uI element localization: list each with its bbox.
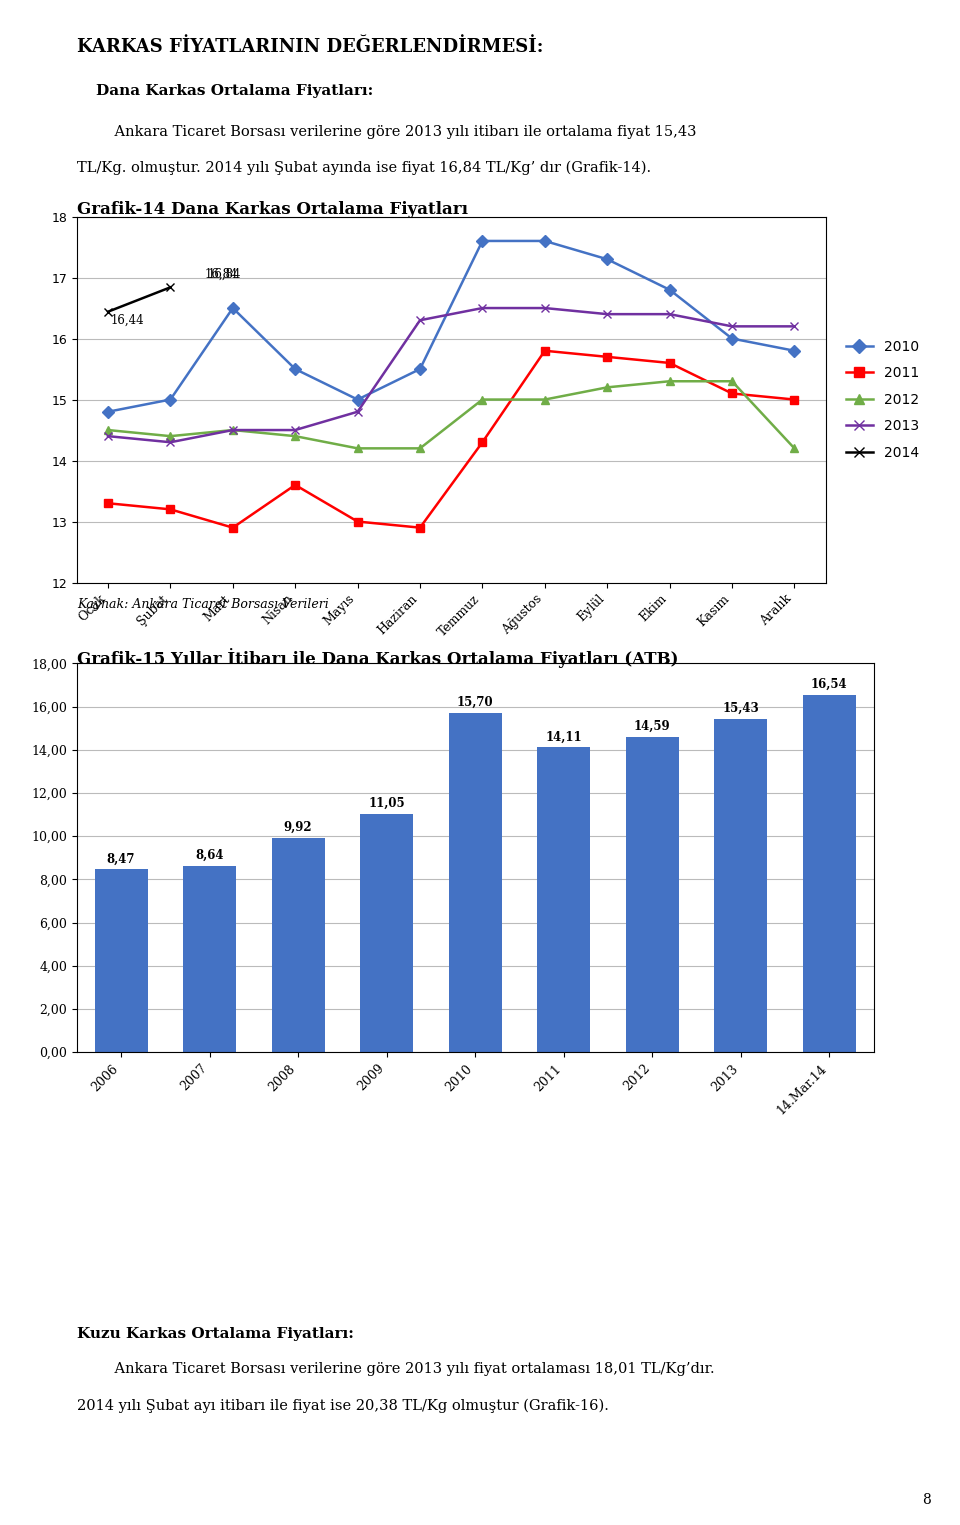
2012: [664, 372, 676, 390]
Text: 15,70: 15,70: [457, 697, 493, 709]
2011: [165, 500, 177, 519]
Text: 14,59: 14,59: [634, 720, 671, 734]
2010: [540, 232, 551, 250]
Bar: [94, 869, 148, 1052]
2012: [789, 439, 801, 458]
2012: [415, 439, 426, 458]
Text: 8,64: 8,64: [195, 849, 224, 862]
2010: [415, 360, 426, 378]
2013: [664, 305, 676, 323]
2014: [165, 278, 177, 296]
2012: [540, 390, 551, 409]
2010: [726, 329, 737, 348]
2011: [351, 512, 363, 531]
2012: [102, 421, 114, 439]
Line: 2014: 2014: [104, 284, 175, 316]
Text: Dana Karkas Ortalama Fiyatları:: Dana Karkas Ortalama Fiyatları:: [96, 84, 373, 98]
Text: KARKAS FİYATLARININ DEĞERLENDİRMESİ:: KARKAS FİYATLARININ DEĞERLENDİRMESİ:: [77, 38, 543, 56]
Text: Grafik-14 Dana Karkas Ortalama Fiyatları: Grafik-14 Dana Karkas Ortalama Fiyatları: [77, 201, 468, 218]
2012: [351, 439, 363, 458]
2010: [477, 232, 489, 250]
2012: [228, 421, 239, 439]
Text: 16,54: 16,54: [811, 679, 848, 691]
Text: 16,84: 16,84: [204, 267, 238, 281]
Text: Kuzu Karkas Ortalama Fiyatları:: Kuzu Karkas Ortalama Fiyatları:: [77, 1327, 353, 1340]
2013: [290, 421, 301, 439]
2011: [415, 518, 426, 537]
2011: [726, 384, 737, 403]
2013: [726, 317, 737, 336]
Line: 2011: 2011: [104, 346, 799, 532]
2011: [102, 494, 114, 512]
Bar: [272, 837, 324, 1052]
Text: 16,44: 16,44: [111, 313, 145, 326]
2013: [415, 311, 426, 329]
2013: [165, 433, 177, 451]
2011: [601, 348, 613, 366]
2012: [726, 372, 737, 390]
Text: 14,11: 14,11: [545, 730, 582, 744]
Text: Ankara Ticaret Borsası verilerine göre 2013 yılı fiyat ortalaması 18,01 TL/Kg’dı: Ankara Ticaret Borsası verilerine göre 2…: [96, 1362, 714, 1376]
Text: Ankara Ticaret Borsası verilerine göre 2013 yılı itibarı ile ortalama fiyat 15,4: Ankara Ticaret Borsası verilerine göre 2…: [96, 125, 697, 139]
Legend: 2010, 2011, 2012, 2013, 2014: 2010, 2011, 2012, 2013, 2014: [840, 334, 925, 465]
Text: Grafik-15 Yıllar İtibarı ile Dana Karkas Ortalama Fiyatları (ATB): Grafik-15 Yıllar İtibarı ile Dana Karkas…: [77, 648, 679, 668]
2014: [102, 302, 114, 320]
2010: [351, 390, 363, 409]
Bar: [183, 866, 236, 1052]
2011: [540, 342, 551, 360]
2010: [789, 342, 801, 360]
2010: [290, 360, 301, 378]
Line: 2012: 2012: [104, 377, 799, 453]
Text: Kaynak: Ankara Ticaret Borsası Verileri: Kaynak: Ankara Ticaret Borsası Verileri: [77, 598, 328, 612]
2011: [664, 354, 676, 372]
Text: 2014 yılı Şubat ayı itibarı ile fiyat ise 20,38 TL/Kg olmuştur (Grafik-16).: 2014 yılı Şubat ayı itibarı ile fiyat is…: [77, 1398, 609, 1412]
2013: [228, 421, 239, 439]
Bar: [714, 718, 767, 1052]
2011: [228, 518, 239, 537]
2013: [540, 299, 551, 317]
Bar: [803, 695, 856, 1052]
2010: [664, 281, 676, 299]
2011: [290, 476, 301, 494]
2012: [477, 390, 489, 409]
Text: 16,84: 16,84: [208, 267, 241, 281]
Bar: [360, 813, 413, 1052]
Text: 9,92: 9,92: [284, 820, 312, 834]
Bar: [538, 747, 590, 1052]
2011: [477, 433, 489, 451]
2010: [228, 299, 239, 317]
2010: [165, 390, 177, 409]
Text: 11,05: 11,05: [369, 796, 405, 810]
2013: [601, 305, 613, 323]
Text: 8: 8: [923, 1493, 931, 1507]
2013: [351, 403, 363, 421]
Bar: [626, 737, 679, 1052]
Text: TL/Kg. olmuştur. 2014 yılı Şubat ayında ise fiyat 16,84 TL/Kg’ dır (Grafik-14).: TL/Kg. olmuştur. 2014 yılı Şubat ayında …: [77, 160, 651, 174]
2010: [601, 250, 613, 268]
2013: [102, 427, 114, 445]
Line: 2010: 2010: [104, 236, 799, 416]
Text: 8,47: 8,47: [107, 852, 135, 865]
Line: 2013: 2013: [104, 303, 799, 447]
2012: [165, 427, 177, 445]
2012: [290, 427, 301, 445]
Text: 15,43: 15,43: [723, 702, 759, 715]
Bar: [448, 714, 502, 1052]
2010: [102, 403, 114, 421]
2011: [789, 390, 801, 409]
2012: [601, 378, 613, 396]
2013: [789, 317, 801, 336]
2013: [477, 299, 489, 317]
